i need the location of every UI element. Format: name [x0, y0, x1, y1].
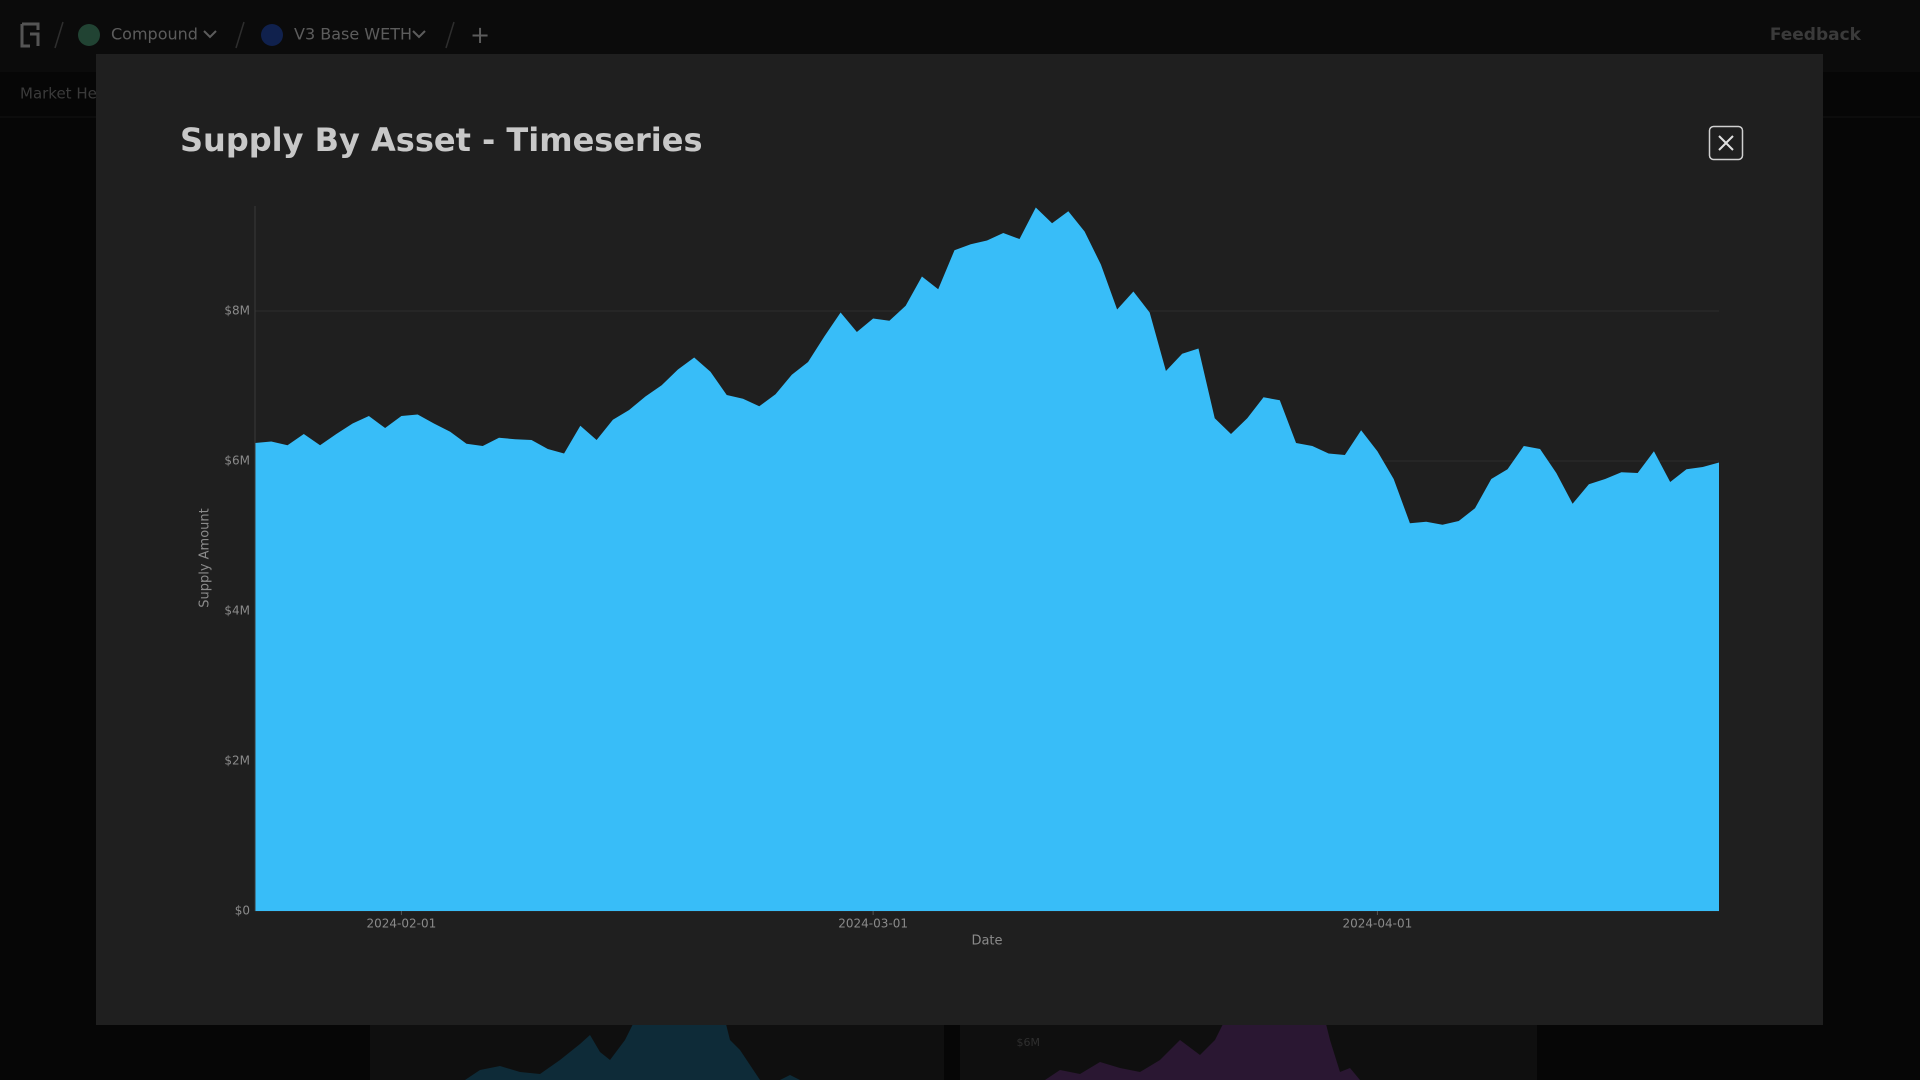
feedback-button[interactable]: Feedback — [1770, 25, 1862, 45]
project-icon — [78, 24, 100, 46]
logo[interactable] — [20, 22, 40, 48]
y-tick-label: $2M — [224, 754, 250, 768]
y-tick-label: $4M — [224, 604, 250, 618]
plot: $0 $2M $4M $6M $8M 2024-02-01 2024-03-01 2024-0… — [224, 206, 1719, 931]
separator — [54, 21, 64, 49]
x-tick-label: 2024-04-01 — [1343, 917, 1413, 931]
chevron[interactable] — [203, 30, 217, 39]
y-tick-label: $0 — [235, 904, 250, 918]
chart-title: Supply By Asset - Timeseries — [180, 121, 703, 159]
y-tick-label: $6M — [224, 454, 250, 468]
add-button[interactable]: + — [470, 21, 490, 49]
x-tick-label: 2024-02-01 — [367, 917, 437, 931]
x-axis-label: Date — [971, 934, 1002, 949]
y-tick-label: $8M — [224, 304, 250, 318]
market-icon — [261, 24, 283, 46]
close-button[interactable] — [1708, 125, 1744, 161]
project-select[interactable]: Compound — [111, 25, 198, 44]
tab[interactable]: Market Hea — [20, 85, 106, 103]
separator — [235, 21, 245, 49]
bg-tick-label: $6M — [1017, 1036, 1041, 1049]
separator — [445, 21, 455, 49]
chevron[interactable] — [412, 30, 426, 39]
x-tick-label: 2024-03-01 — [838, 917, 908, 931]
market-select[interactable]: V3 Base WETH — [294, 25, 412, 44]
area — [255, 207, 1719, 911]
y-axis-label: Supply Amount — [198, 508, 213, 608]
